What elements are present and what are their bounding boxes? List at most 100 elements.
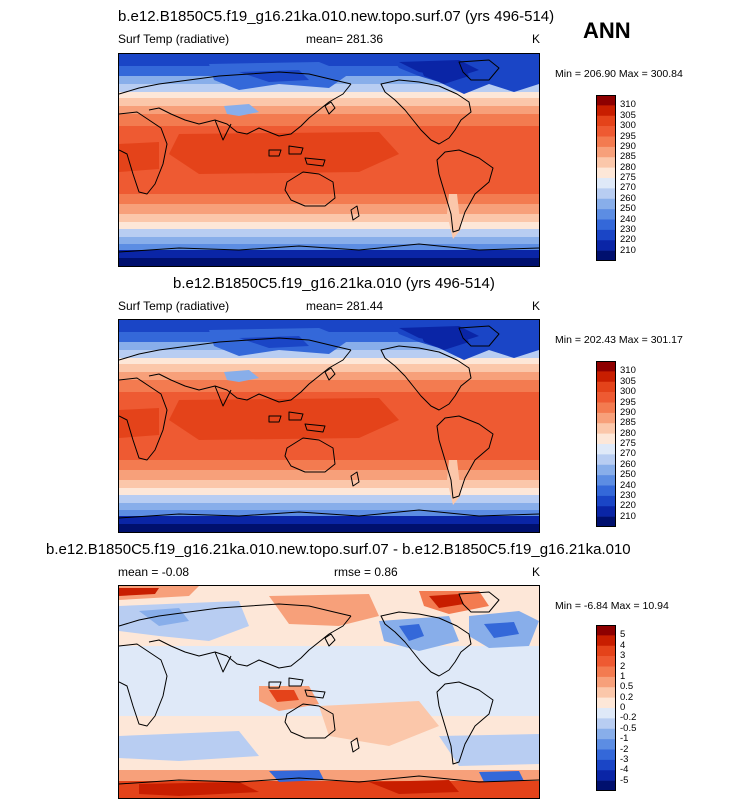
- colorbar-tick-label: 3: [620, 650, 626, 662]
- colorbar-tick-label: 305: [620, 375, 636, 387]
- temp-band: [119, 372, 539, 380]
- coastline: [268, 149, 282, 157]
- colorbar-box: [597, 167, 615, 179]
- diff-patch: [479, 771, 524, 782]
- colorbar-box: [597, 749, 615, 761]
- colorbar-box: [597, 780, 615, 791]
- colorbar-tick-label: -2: [620, 743, 629, 755]
- coastline: [119, 71, 352, 95]
- cold-region: [419, 62, 469, 84]
- colorbar-tick-label: 0.2: [620, 691, 634, 703]
- panel3-map: [118, 585, 540, 799]
- colorbar-box: [597, 105, 615, 117]
- diff-patch: [429, 594, 464, 608]
- diff-patch: [319, 701, 439, 746]
- colorbar-tick-label: 250: [620, 469, 636, 481]
- colorbar-box: [597, 361, 615, 372]
- colorbar-box: [597, 250, 615, 261]
- colorbar-box: [597, 229, 615, 241]
- coastline: [324, 101, 336, 115]
- colorbar-tick-label: 275: [620, 172, 636, 183]
- panel2-minmax: Min = 202.43 Max = 301.17: [555, 334, 683, 346]
- panel3-rmse: rmse = 0.86: [334, 565, 398, 579]
- colorbar-tick-label: 0.5: [620, 681, 634, 693]
- temp-band: [119, 204, 539, 214]
- colorbar-box: [597, 506, 615, 517]
- coastline: [458, 591, 500, 613]
- panel1-units: K: [532, 32, 541, 46]
- colorbar-box: [597, 188, 615, 200]
- colorbar-box: [597, 402, 615, 414]
- panel2-map: [118, 319, 540, 533]
- coastline: [350, 205, 360, 221]
- colorbar-box: [597, 759, 615, 771]
- colorbar-box: [597, 676, 615, 688]
- temp-band: [119, 495, 539, 503]
- coastline: [380, 79, 472, 145]
- panel2-units: K: [532, 299, 541, 313]
- coastline: [324, 367, 336, 381]
- coastline: [268, 681, 282, 689]
- panel1-colorbar: [596, 95, 616, 261]
- panel2-map-svg: [119, 320, 539, 532]
- colorbar-frame: [596, 95, 616, 261]
- colorbar-box: [597, 485, 615, 497]
- warm-region: [119, 142, 159, 172]
- panel2-mean: mean= 281.44: [306, 299, 384, 313]
- colorbar-tick-label: 295: [620, 396, 636, 408]
- colorbar-box: [597, 95, 615, 106]
- colorbar-box: [597, 444, 615, 455]
- colorbar-tick-label: 280: [620, 427, 636, 439]
- colorbar-box: [597, 666, 615, 678]
- coastline: [268, 415, 282, 423]
- season-label: ANN: [583, 18, 631, 43]
- temp-band: [119, 222, 539, 229]
- colorbar-tick-label: 4: [620, 639, 626, 651]
- colorbar-box: [597, 433, 615, 445]
- colorbar-box: [597, 392, 615, 403]
- colorbar-box: [597, 240, 615, 251]
- colorbar-tick-label: 285: [620, 151, 636, 163]
- colorbar-box: [597, 464, 615, 476]
- colorbar-box: [597, 115, 615, 127]
- colorbar-tick-label: -3: [620, 753, 629, 765]
- coastline: [304, 423, 326, 433]
- colorbar-tick-label: 285: [620, 417, 636, 429]
- colorbar-tick-label: 240: [620, 213, 636, 225]
- panel1-variable: Surf Temp (radiative): [118, 32, 230, 46]
- coastline: [436, 681, 494, 765]
- coastline: [350, 471, 360, 487]
- temp-band: [119, 488, 539, 495]
- panel2-title: b.e12.B1850C5.f19_g16.21ka.010 (yrs 496-…: [173, 275, 495, 292]
- colorbar-box: [597, 645, 615, 657]
- colorbar-tick-label: -1: [620, 733, 629, 745]
- coastline: [350, 737, 360, 753]
- colorbar-box: [597, 739, 615, 750]
- cold-region: [224, 104, 259, 116]
- panel1-map: [118, 53, 540, 267]
- colorbar-tick-label: 1: [620, 670, 626, 682]
- panel3-colorbar: [596, 625, 616, 791]
- colorbar-tick-label: 210: [620, 510, 636, 522]
- coastline: [284, 171, 336, 207]
- colorbar-tick-label: 290: [620, 406, 636, 418]
- coastline: [119, 111, 168, 195]
- panel3-map-svg: [119, 586, 539, 798]
- colorbar-tick-label: 240: [620, 479, 636, 491]
- temp-band: [119, 237, 539, 244]
- colorbar-tick-label: 300: [620, 386, 636, 398]
- colorbar-tick-label: 310: [620, 99, 636, 111]
- coastline: [304, 689, 326, 699]
- warm-region: [169, 132, 399, 174]
- panel1-map-svg: [119, 54, 539, 266]
- colorbar-box: [597, 475, 615, 486]
- colorbar-box: [597, 136, 615, 148]
- colorbar-box: [597, 656, 615, 667]
- temp-band: [119, 214, 539, 222]
- colorbar-box: [597, 454, 615, 466]
- colorbar-tick-label: 310: [620, 365, 636, 377]
- colorbar-tick-label: -5: [620, 774, 629, 786]
- panel1-minmax: Min = 206.90 Max = 300.84: [555, 68, 683, 80]
- colorbar-tick-label: 2: [620, 660, 626, 672]
- panel2-colorbar: [596, 361, 616, 527]
